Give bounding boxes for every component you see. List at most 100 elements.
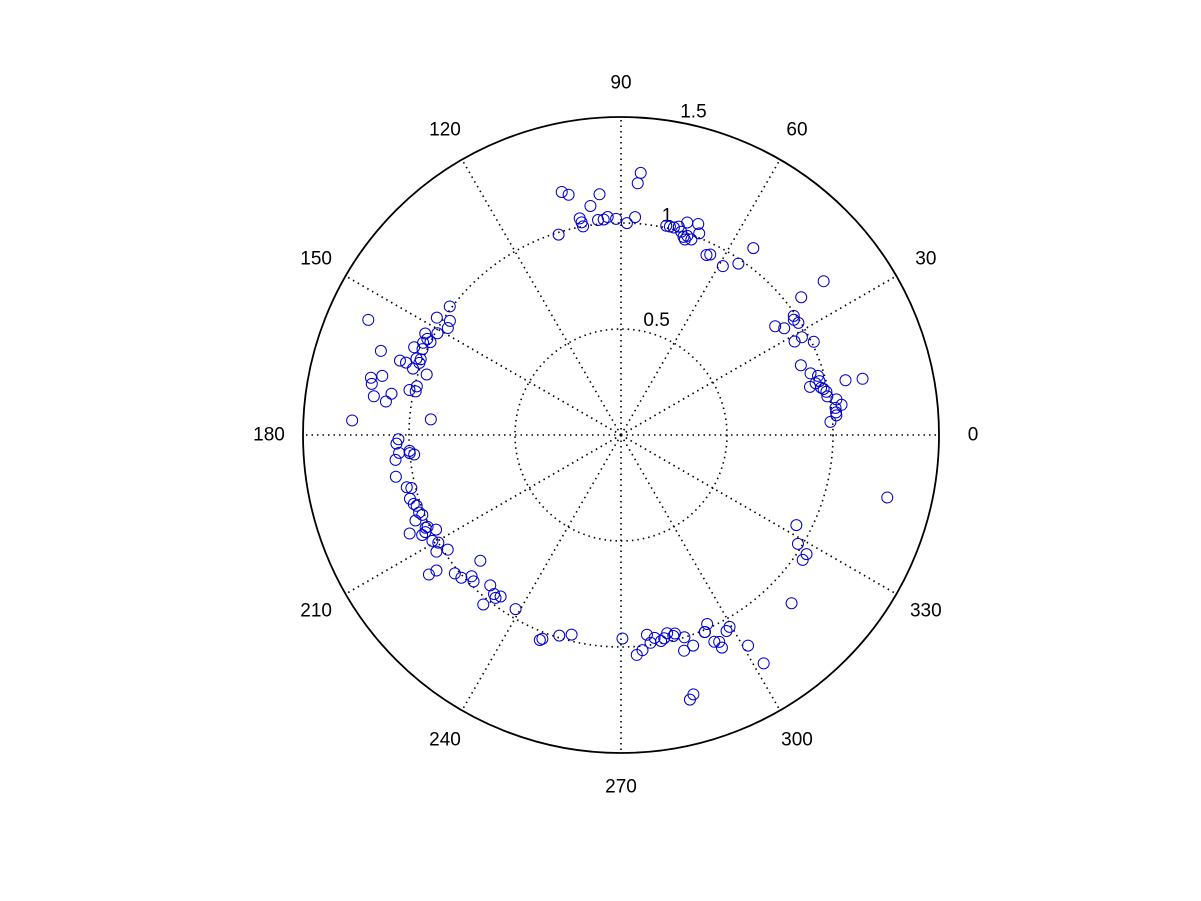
data-point — [584, 199, 597, 212]
data-point — [455, 571, 468, 584]
data-point — [629, 211, 642, 224]
data-point — [410, 499, 423, 512]
radius-grid-ring-0.5 — [514, 328, 728, 542]
data-point — [856, 372, 869, 385]
data-point — [484, 579, 497, 592]
data-point — [408, 341, 421, 354]
radius-grid-ring-1 — [408, 222, 834, 648]
angle-grid-line-150 — [345, 275, 622, 436]
data-point — [533, 634, 546, 646]
angle-grid-line-30 — [620, 275, 897, 436]
data-point — [795, 291, 808, 304]
data-point — [419, 521, 432, 534]
data-point — [881, 491, 894, 504]
data-point — [668, 627, 681, 640]
data-point — [839, 374, 852, 387]
data-point — [555, 185, 568, 198]
data-point — [393, 354, 406, 367]
angle-tick-label-30: 30 — [915, 249, 936, 270]
data-point — [403, 527, 416, 540]
data-point — [794, 359, 807, 372]
data-point — [400, 481, 413, 494]
data-point — [424, 336, 437, 349]
data-point — [597, 213, 610, 226]
data-point — [364, 371, 377, 384]
data-point — [416, 529, 429, 542]
data-point — [552, 228, 565, 241]
radius-tick-label-0.5: 0.5 — [643, 310, 669, 331]
angle-grid-line-240 — [461, 434, 622, 711]
polar-grid — [302, 116, 940, 754]
data-point — [467, 575, 480, 588]
data-point — [693, 227, 706, 240]
data-point — [389, 470, 402, 483]
angle-tick-label-0: 0 — [968, 425, 979, 446]
data-point — [681, 229, 694, 242]
data-point — [413, 506, 426, 519]
data-point — [640, 628, 653, 641]
data-point — [477, 598, 490, 611]
data-point — [536, 632, 549, 645]
data-point — [379, 395, 392, 408]
data-point — [430, 545, 443, 558]
data-point — [715, 641, 728, 654]
data-point — [644, 636, 657, 649]
outer-boundary — [302, 116, 940, 754]
data-point — [443, 300, 456, 313]
data-point — [620, 217, 633, 230]
data-point — [723, 620, 736, 633]
data-point — [593, 188, 606, 201]
data-point — [791, 537, 804, 550]
data-point — [821, 390, 834, 403]
data-point — [698, 626, 711, 639]
data-point — [830, 406, 843, 419]
data-point — [400, 356, 413, 369]
data-point — [374, 344, 387, 357]
data-point — [687, 639, 700, 652]
data-point — [792, 316, 805, 329]
data-point — [824, 415, 837, 428]
data-point — [658, 632, 671, 645]
angle-grid-line-210 — [345, 434, 622, 595]
data-point — [790, 519, 803, 532]
data-point — [565, 628, 578, 641]
data-point — [416, 343, 429, 356]
data-point — [562, 188, 575, 201]
data-point — [365, 377, 378, 390]
data-point — [408, 448, 421, 461]
data-point — [820, 385, 833, 398]
data-point — [509, 603, 522, 616]
data-point — [742, 639, 755, 652]
data-point — [700, 248, 713, 261]
angle-tick-label-240: 240 — [429, 729, 461, 750]
data-point — [573, 212, 586, 225]
data-point — [432, 536, 445, 549]
data-point — [701, 618, 714, 631]
data-point — [732, 257, 745, 270]
angle-grid-line-60 — [620, 159, 781, 436]
data-point — [667, 630, 680, 643]
data-point — [747, 242, 760, 255]
data-point — [426, 534, 439, 547]
data-point — [421, 520, 434, 533]
angle-tick-label-120: 120 — [429, 120, 461, 141]
data-point — [720, 624, 733, 637]
data-point — [441, 543, 454, 556]
data-point — [785, 597, 798, 610]
angle-grid-line-330 — [620, 434, 897, 595]
data-point — [419, 327, 432, 340]
data-point — [420, 368, 433, 381]
data-point — [441, 322, 454, 335]
radius-tick-label-1: 1 — [662, 206, 673, 227]
data-points — [346, 166, 894, 706]
data-point — [667, 221, 680, 234]
data-point — [685, 233, 698, 246]
data-point — [592, 213, 605, 226]
data-point — [757, 657, 770, 670]
angle-grid-line-300 — [620, 434, 781, 711]
data-point — [494, 590, 507, 603]
data-point — [787, 309, 800, 322]
data-point — [681, 216, 694, 229]
angle-tick-label-90: 90 — [610, 73, 631, 94]
data-point — [807, 335, 820, 348]
